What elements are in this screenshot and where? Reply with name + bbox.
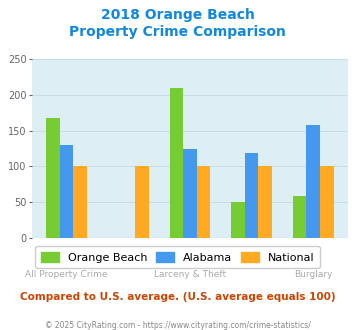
Text: © 2025 CityRating.com - https://www.cityrating.com/crime-statistics/: © 2025 CityRating.com - https://www.city… (45, 321, 310, 330)
Bar (197, 166, 210, 238)
Bar (306, 125, 320, 238)
Bar (46, 118, 60, 238)
Text: Arson: Arson (115, 257, 141, 266)
Text: All Property Crime: All Property Crime (26, 270, 108, 279)
Bar (60, 145, 73, 238)
Text: Larceny & Theft: Larceny & Theft (154, 270, 226, 279)
Text: Property Crime Comparison: Property Crime Comparison (69, 25, 286, 39)
Bar (73, 166, 87, 238)
Text: 2018 Orange Beach: 2018 Orange Beach (100, 8, 255, 22)
Text: Compared to U.S. average. (U.S. average equals 100): Compared to U.S. average. (U.S. average … (20, 292, 335, 302)
Bar (245, 153, 258, 238)
Bar (320, 166, 334, 238)
Text: Burglary: Burglary (294, 270, 332, 279)
Text: Motor Vehicle Theft: Motor Vehicle Theft (208, 257, 296, 266)
Bar (293, 196, 306, 238)
Bar (258, 166, 272, 238)
Bar (135, 166, 149, 238)
Bar (183, 148, 197, 238)
Bar (231, 202, 245, 238)
Legend: Orange Beach, Alabama, National: Orange Beach, Alabama, National (36, 246, 320, 268)
Bar (170, 88, 183, 238)
